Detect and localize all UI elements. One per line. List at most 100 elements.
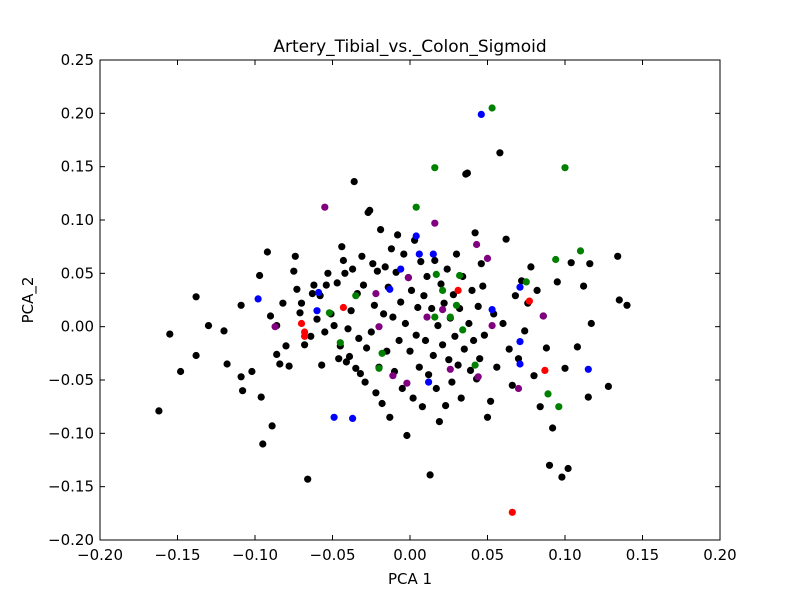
scatter-point: [155, 407, 163, 415]
scatter-point: [395, 336, 403, 345]
scatter-point: [480, 331, 488, 339]
scatter-point: [558, 473, 566, 481]
scatter-point: [273, 350, 281, 358]
scatter-point: [440, 299, 448, 307]
scatter-point: [412, 203, 420, 211]
scatter-point: [448, 378, 456, 386]
scatter-point: [421, 336, 430, 345]
scatter-point: [488, 322, 496, 330]
scatter-point: [352, 364, 360, 372]
scatter-point: [459, 326, 467, 334]
y-tick-label: 0.05: [61, 264, 94, 282]
scatter-point: [342, 358, 350, 366]
scatter-point: [359, 281, 368, 289]
scatter-point: [339, 256, 347, 265]
x-tick-label: 0.20: [703, 546, 736, 564]
scatter-point: [514, 384, 523, 393]
scatter-point: [330, 322, 338, 330]
scatter-point: [483, 413, 492, 421]
scatter-point: [530, 372, 538, 380]
scatter-point: [576, 247, 585, 255]
scatter-point: [544, 390, 552, 398]
x-tick-label: −0.20: [77, 546, 123, 564]
scatter-point: [403, 431, 411, 440]
scatter-point: [516, 283, 524, 291]
scatter-point: [432, 384, 440, 393]
scatter-point: [347, 307, 355, 315]
plot-frame: [99, 59, 721, 541]
scatter-point: [387, 245, 395, 253]
scatter-point: [429, 351, 437, 360]
scatter-point: [285, 362, 293, 370]
scatter-point: [378, 349, 386, 357]
x-tick-label: 0.15: [626, 546, 659, 564]
scatter-point: [452, 250, 461, 258]
scatter-point: [457, 394, 465, 402]
scatter-point: [502, 235, 510, 243]
scatter-point: [470, 336, 478, 345]
scatter-point: [336, 339, 344, 347]
scatter-point: [397, 265, 405, 273]
scatter-point: [407, 286, 416, 294]
scatter-point: [412, 331, 420, 339]
scatter-point: [271, 323, 279, 331]
scatter-point: [434, 322, 442, 330]
scatter-point: [471, 361, 479, 369]
scatter-point: [293, 285, 301, 293]
scatter-point: [439, 286, 447, 294]
scatter-point: [476, 355, 484, 363]
scatter-point: [542, 344, 551, 352]
scatter-point: [420, 292, 428, 300]
chart-title: Artery_Tibial_vs._Colon_Sigmoid: [273, 37, 546, 57]
scatter-point: [567, 259, 575, 267]
scatter-point: [454, 286, 462, 294]
y-axis-label: PCA_2: [19, 277, 38, 324]
scatter-point: [466, 366, 475, 374]
scatter-point: [561, 364, 569, 372]
scatter-point: [536, 403, 544, 411]
scatter-point: [555, 403, 563, 411]
scatter-point: [373, 267, 381, 275]
scatter-point: [445, 356, 453, 364]
scatter-point: [487, 397, 495, 405]
scatter-point: [349, 414, 357, 422]
scatter-point: [322, 281, 330, 289]
scatter-point: [256, 271, 264, 280]
scatter-point: [315, 288, 323, 297]
scatter-point: [414, 303, 422, 312]
scatter-point: [401, 319, 409, 328]
scatter-point: [488, 104, 496, 112]
scatter-point: [282, 342, 290, 350]
y-tick-label: 0.00: [61, 318, 94, 336]
scatter-point: [409, 394, 417, 402]
scatter-point: [333, 279, 341, 287]
scatter-point: [389, 372, 397, 380]
scatter-point: [505, 345, 513, 353]
scatter-point: [397, 298, 405, 306]
scatter-point: [474, 373, 482, 381]
scatter-point: [338, 243, 346, 251]
scatter-point: [439, 306, 447, 314]
scatter-point: [431, 164, 439, 172]
scatter-point: [428, 304, 436, 313]
scatter-point: [452, 301, 461, 309]
scatter-point: [296, 309, 304, 317]
scatter-point: [446, 365, 454, 373]
scatter-point: [352, 292, 360, 300]
scatter-point: [522, 278, 530, 286]
scatter-point: [539, 312, 547, 320]
x-tick-label: −0.05: [310, 546, 356, 564]
scatter-point: [587, 319, 595, 328]
scatter-point: [301, 341, 309, 349]
scatter-point: [276, 360, 284, 368]
scatter-point: [442, 402, 450, 410]
scatter-point: [310, 281, 318, 289]
scatter-point: [237, 373, 245, 381]
scatter-point: [437, 280, 445, 288]
scatter-point: [460, 345, 468, 353]
scatter-point: [496, 149, 504, 157]
scatter-point: [378, 399, 386, 408]
scatter-point: [375, 364, 383, 372]
scatter-point: [586, 260, 594, 268]
scatter-point: [361, 378, 369, 386]
